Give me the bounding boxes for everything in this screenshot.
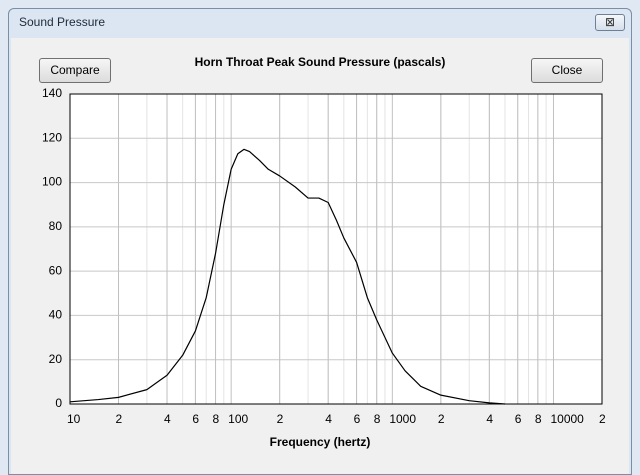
- x-tick-label: 4: [164, 412, 171, 426]
- x-tick-label: 8: [374, 412, 381, 426]
- y-tick-label: 60: [49, 263, 63, 277]
- x-tick-label: 1000: [389, 412, 416, 426]
- close-button[interactable]: Close: [531, 58, 603, 83]
- x-tick-label: 2: [116, 412, 123, 426]
- x-tick-label: 8: [535, 412, 542, 426]
- plot-border: [69, 93, 603, 405]
- x-tick-label: 6: [515, 412, 522, 426]
- x-tick-label: 4: [486, 412, 493, 426]
- plot-area: [70, 94, 602, 404]
- x-tick-label: 2: [438, 412, 445, 426]
- x-tick-label: 4: [325, 412, 332, 426]
- y-tick-label: 120: [42, 130, 62, 144]
- y-tick-label: 140: [42, 86, 62, 100]
- x-tick-label: 10: [67, 412, 81, 426]
- x-tick-label: 100: [228, 412, 248, 426]
- close-x-button[interactable]: ⊠: [595, 14, 625, 31]
- y-tick-label: 100: [42, 175, 62, 189]
- x-tick-label: 10000: [550, 412, 584, 426]
- x-tick-label: 2: [599, 412, 606, 426]
- data-line: [69, 148, 506, 405]
- chart-title: Horn Throat Peak Sound Pressure (pascals…: [195, 55, 446, 69]
- y-tick-label: 20: [49, 352, 63, 366]
- y-tick-label: 40: [49, 308, 63, 322]
- y-tick-label: 80: [49, 219, 63, 233]
- x-axis-label: Frequency (hertz): [270, 435, 371, 449]
- window-title: Sound Pressure: [19, 15, 106, 29]
- compare-button[interactable]: Compare: [39, 58, 111, 83]
- x-tick-label: 6: [192, 412, 199, 426]
- x-tick-label: 8: [213, 412, 220, 426]
- y-tick-label: 0: [55, 396, 62, 410]
- x-tick-label: 6: [354, 412, 361, 426]
- x-tick-label: 2: [277, 412, 284, 426]
